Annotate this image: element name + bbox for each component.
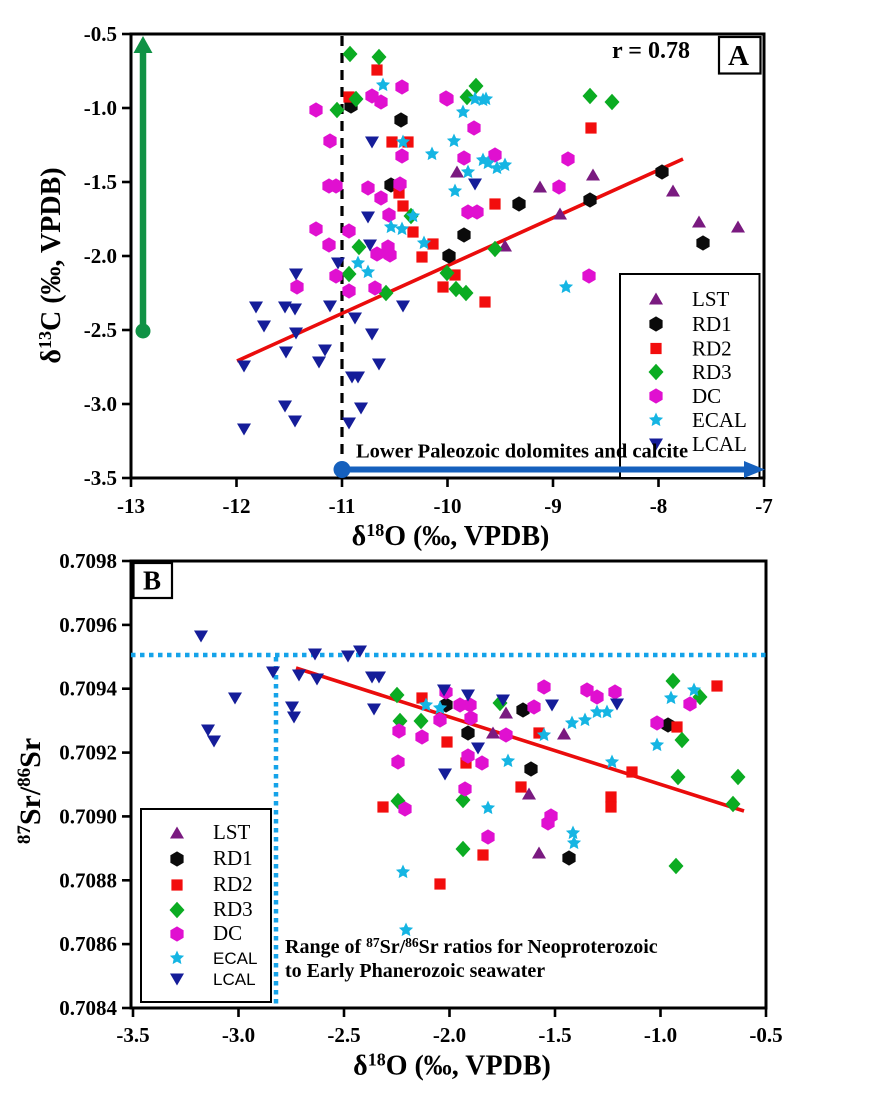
svg-text:0.7084: 0.7084 <box>59 996 117 1020</box>
svg-text:DC: DC <box>213 921 242 945</box>
svg-text:0.7086: 0.7086 <box>59 932 117 956</box>
svg-text:-8: -8 <box>650 494 668 518</box>
svg-text:LCAL: LCAL <box>213 970 256 989</box>
svg-text:LST: LST <box>213 820 251 844</box>
svg-text:-3.0: -3.0 <box>222 1023 255 1047</box>
svg-text:RD3: RD3 <box>213 897 253 921</box>
svg-text:δ18O (‰, VPDB): δ18O (‰, VPDB) <box>352 520 550 552</box>
svg-text:-9: -9 <box>544 494 562 518</box>
svg-text:-13: -13 <box>117 494 145 518</box>
svg-text:to Early Phanerozoic seawater: to Early Phanerozoic seawater <box>285 960 545 982</box>
svg-text:LCAL: LCAL <box>692 432 747 456</box>
svg-text:0.7096: 0.7096 <box>59 613 117 637</box>
svg-text:-3.0: -3.0 <box>84 392 117 416</box>
svg-text:RD3: RD3 <box>692 360 732 384</box>
svg-text:-3.5: -3.5 <box>84 466 117 490</box>
svg-text:LST: LST <box>692 287 730 311</box>
svg-text:-0.5: -0.5 <box>749 1023 782 1047</box>
svg-text:-2.0: -2.0 <box>84 244 117 268</box>
svg-text:87Sr/86Sr: 87Sr/86Sr <box>14 738 47 844</box>
svg-text:DC: DC <box>692 384 721 408</box>
svg-text:δ18O (‰, VPDB): δ18O (‰, VPDB) <box>353 1050 551 1082</box>
svg-text:-2.5: -2.5 <box>327 1023 360 1047</box>
svg-text:-1.0: -1.0 <box>644 1023 677 1047</box>
svg-text:-7: -7 <box>755 494 773 518</box>
svg-text:δ13C (‰, VPDB): δ13C (‰, VPDB) <box>35 167 67 363</box>
svg-text:A: A <box>728 40 749 72</box>
svg-text:ECAL: ECAL <box>692 408 747 432</box>
svg-text:-2.5: -2.5 <box>84 318 117 342</box>
svg-text:B: B <box>143 566 161 596</box>
svg-text:RD2: RD2 <box>692 337 732 361</box>
svg-text:0.7094: 0.7094 <box>59 677 117 701</box>
svg-text:RD1: RD1 <box>692 312 732 336</box>
svg-text:RD1: RD1 <box>213 846 253 870</box>
svg-text:0.7092: 0.7092 <box>59 741 117 765</box>
svg-text:0.7098: 0.7098 <box>59 549 117 573</box>
svg-text:-1.5: -1.5 <box>538 1023 571 1047</box>
svg-text:Range of 87Sr/86Sr ratios for: Range of 87Sr/86Sr ratios for Neoprotero… <box>285 935 658 958</box>
svg-text:-2.0: -2.0 <box>433 1023 466 1047</box>
svg-text:-3.5: -3.5 <box>116 1023 149 1047</box>
svg-text:-0.5: -0.5 <box>84 22 117 46</box>
svg-text:-12: -12 <box>223 494 251 518</box>
svg-text:r = 0.78: r = 0.78 <box>612 38 690 64</box>
svg-text:RD2: RD2 <box>213 872 253 896</box>
svg-text:-1.0: -1.0 <box>84 96 117 120</box>
svg-text:-11: -11 <box>329 494 356 518</box>
svg-text:0.7090: 0.7090 <box>59 804 117 828</box>
svg-text:-10: -10 <box>434 494 462 518</box>
svg-text:0.7088: 0.7088 <box>59 868 117 892</box>
svg-text:Lower Paleozoic dolomites and: Lower Paleozoic dolomites and calcite <box>356 441 688 463</box>
svg-text:ECAL: ECAL <box>213 949 257 968</box>
svg-text:-1.5: -1.5 <box>84 170 117 194</box>
